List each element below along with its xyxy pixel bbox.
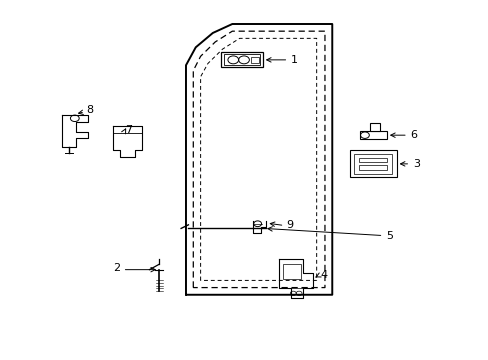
Bar <box>358 158 386 162</box>
Text: 3: 3 <box>412 159 419 169</box>
Text: 6: 6 <box>409 130 416 140</box>
Text: 2: 2 <box>113 263 120 273</box>
Text: 9: 9 <box>285 220 292 230</box>
Bar <box>353 154 391 174</box>
Bar <box>358 165 386 170</box>
Bar <box>250 57 258 63</box>
Text: 4: 4 <box>320 270 326 280</box>
Bar <box>221 52 262 67</box>
Bar <box>349 150 396 177</box>
Text: 7: 7 <box>125 125 132 135</box>
Bar <box>282 264 301 279</box>
Text: 5: 5 <box>385 231 392 240</box>
Bar <box>359 131 386 139</box>
Text: 1: 1 <box>290 55 297 65</box>
Bar <box>369 123 379 131</box>
Bar <box>224 54 259 65</box>
Text: 8: 8 <box>86 105 93 115</box>
